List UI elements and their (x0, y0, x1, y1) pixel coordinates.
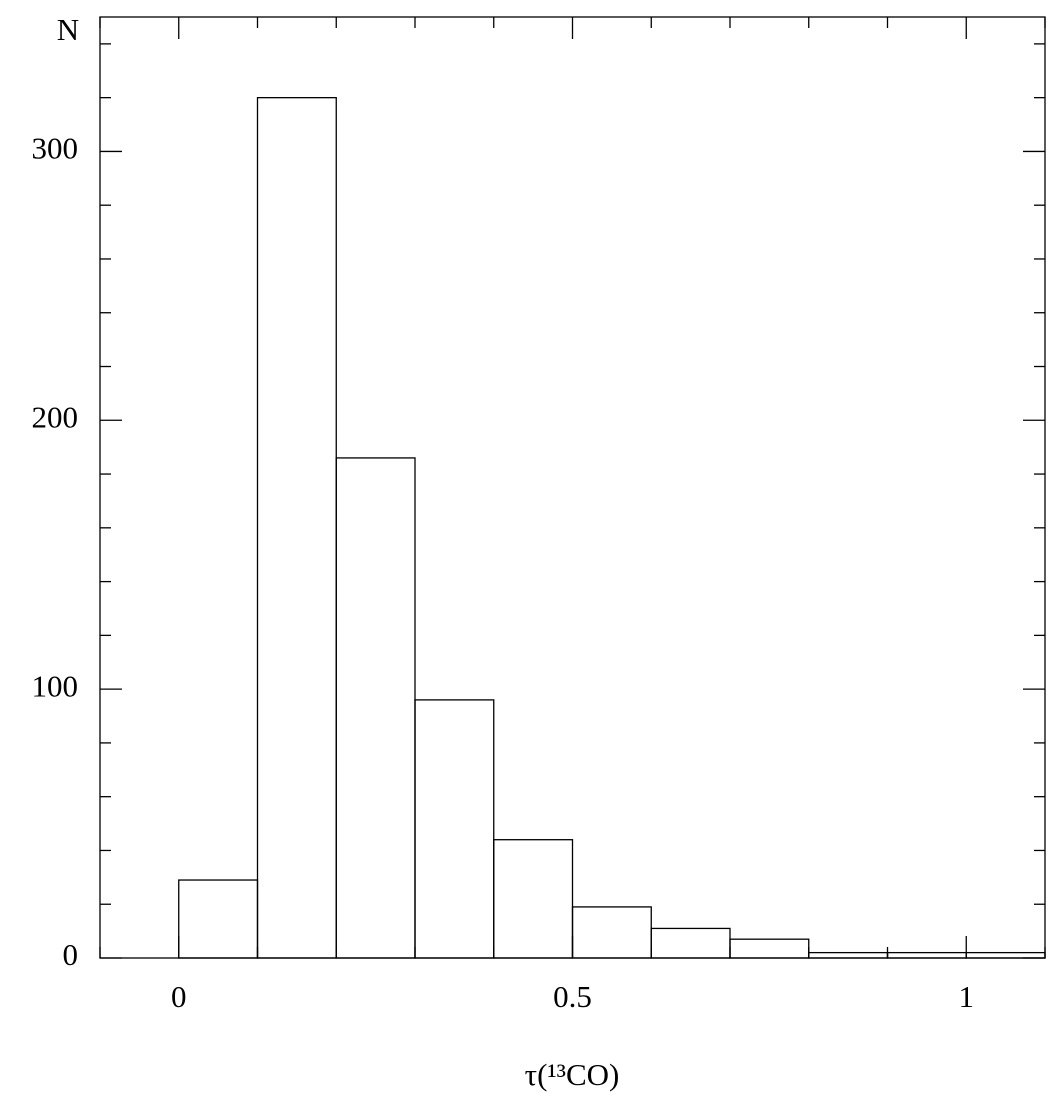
x-tick-label: 0.5 (553, 979, 592, 1014)
bar (178, 879, 259, 959)
bar (256, 97, 337, 959)
bar (650, 927, 731, 959)
y-tick-label: 200 (32, 399, 79, 434)
bar (965, 951, 1046, 959)
bar (571, 906, 652, 959)
x-tick-label: 0 (171, 979, 187, 1014)
bar (808, 951, 889, 959)
bar (493, 839, 574, 959)
bar (335, 457, 416, 959)
bar (414, 699, 495, 959)
x-tick-label: 1 (959, 979, 975, 1014)
y-tick-label: 300 (32, 131, 79, 166)
bar (886, 951, 967, 959)
x-axis-label: τ(¹³CO) (525, 1057, 620, 1092)
bar (729, 938, 810, 959)
y-axis-label: N (57, 12, 79, 47)
y-tick-label: 100 (32, 668, 79, 703)
plot-frame (99, 16, 1046, 959)
y-tick-label: 0 (63, 937, 79, 972)
